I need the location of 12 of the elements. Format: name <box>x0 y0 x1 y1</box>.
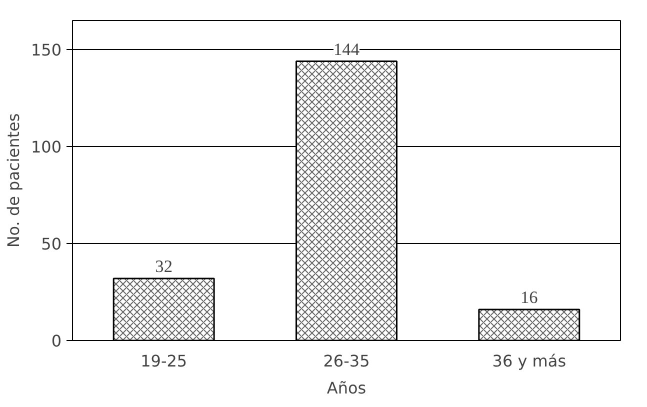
data-label: 16 <box>520 288 538 308</box>
y-tick-label: 150 <box>30 40 62 60</box>
x-tick-label: 26-35 <box>323 352 370 370</box>
data-label: 32 <box>155 257 172 276</box>
data-label: 144 <box>334 40 360 59</box>
y-axis-title: No. de pacientes <box>4 113 23 248</box>
y-tick-label: 50 <box>41 234 62 254</box>
x-tick-label: 19-25 <box>140 352 188 370</box>
y-tick-label: 0 <box>51 332 62 350</box>
x-tick-label: 36 y más <box>492 352 566 370</box>
x-axis-title: Años <box>326 378 366 398</box>
y-tick-label: 100 <box>30 138 62 157</box>
